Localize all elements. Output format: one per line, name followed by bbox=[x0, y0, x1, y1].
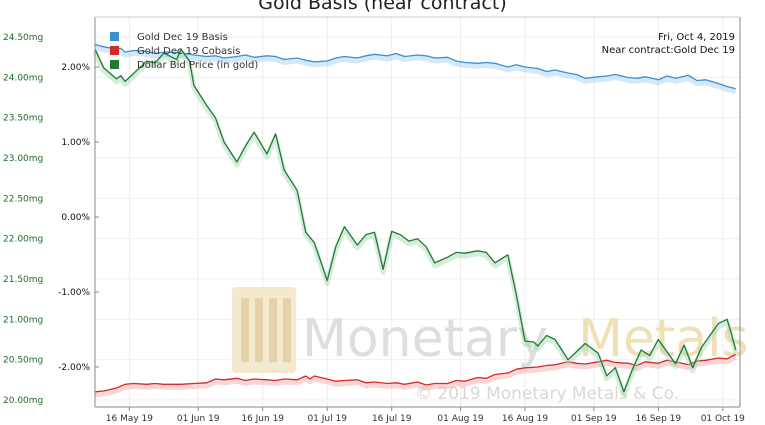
plot-background bbox=[95, 17, 740, 407]
chart-title: Gold Basis (near contract) bbox=[258, 0, 507, 14]
x-axis-ticks: 16 May 19 01 Jun 19 16 Jun 19 01 Jul 19 16 J… bbox=[106, 407, 745, 424]
right-axis-ticks: 2.00% 1.00% 0.00% -1.00% -2.00% bbox=[58, 63, 99, 373]
cobasis-line bbox=[94, 353, 737, 393]
watermark-copyright: © 2019 Monetary Metals & Co. bbox=[415, 384, 679, 404]
x-tick-label: 16 Jun 19 bbox=[241, 414, 284, 424]
dollar-price-line bbox=[94, 48, 737, 393]
basis-line bbox=[94, 43, 736, 90]
left-tick-label: 24.50mg bbox=[3, 33, 43, 43]
x-tick-label: 16 Jul 19 bbox=[372, 414, 412, 424]
x-tick-label: 16 Aug 19 bbox=[502, 414, 548, 424]
x-tick-label: 16 May 19 bbox=[106, 414, 154, 424]
x-tick-label: 01 Oct 19 bbox=[701, 414, 745, 424]
left-tick-label: 23.00mg bbox=[3, 154, 43, 164]
x-tick-label: 01 Jul 19 bbox=[307, 414, 347, 424]
right-tick-label: 0.00% bbox=[61, 213, 90, 223]
cobasis-line-shadow bbox=[94, 355, 737, 398]
legend-label-dollar-price: Dollar Bid Price (in gold) bbox=[137, 60, 258, 71]
left-axis-ticks: 24.50mg 24.00mg 23.50mg 23.00mg 22.50mg 22.00… bbox=[3, 33, 43, 406]
left-tick-label: 22.00mg bbox=[3, 235, 43, 245]
info-date: Fri, Oct 4, 2019 bbox=[658, 32, 735, 43]
info-box: Fri, Oct 4, 2019 Near contract:Gold Dec … bbox=[602, 32, 735, 56]
right-tick-label: 1.00% bbox=[61, 138, 90, 148]
left-tick-label: 21.00mg bbox=[3, 315, 43, 325]
legend-label-cobasis: Gold Dec 19 Cobasis bbox=[137, 46, 240, 57]
left-tick-label: 24.00mg bbox=[3, 73, 43, 83]
left-tick-label: 21.50mg bbox=[3, 275, 43, 285]
right-tick-label: -2.00% bbox=[58, 363, 90, 373]
watermark: Monetary Metals © 2019 Monetary Metals &… bbox=[232, 287, 749, 404]
left-tick-label: 23.50mg bbox=[3, 114, 43, 124]
left-tick-label: 20.50mg bbox=[3, 356, 43, 366]
legend-swatch-cobasis bbox=[110, 46, 119, 55]
legend-label-basis: Gold Dec 19 Basis bbox=[137, 32, 228, 43]
legend-swatch-dollar-price bbox=[110, 60, 119, 69]
x-tick-label: 01 Sep 19 bbox=[571, 414, 617, 424]
legend-swatch-basis bbox=[110, 32, 119, 41]
left-tick-label: 22.50mg bbox=[3, 194, 43, 204]
legend: Gold Dec 19 Basis Gold Dec 19 Cobasis Do… bbox=[110, 32, 258, 71]
watermark-brand-left: Monetary bbox=[302, 309, 548, 369]
info-contract: Near contract:Gold Dec 19 bbox=[602, 45, 735, 56]
left-tick-label: 20.00mg bbox=[3, 396, 43, 406]
right-tick-label: 2.00% bbox=[61, 63, 90, 73]
x-tick-label: 01 Aug 19 bbox=[437, 414, 483, 424]
series-layer bbox=[92, 43, 739, 398]
watermark-brand-right: Metals bbox=[578, 309, 749, 369]
x-tick-label: 16 Sep 19 bbox=[636, 414, 682, 424]
right-tick-label: -1.00% bbox=[58, 288, 90, 298]
x-tick-label: 01 Jun 19 bbox=[177, 414, 220, 424]
grid bbox=[95, 17, 740, 407]
watermark-logo-icon bbox=[232, 287, 296, 373]
basis-line-shadow bbox=[94, 45, 737, 95]
